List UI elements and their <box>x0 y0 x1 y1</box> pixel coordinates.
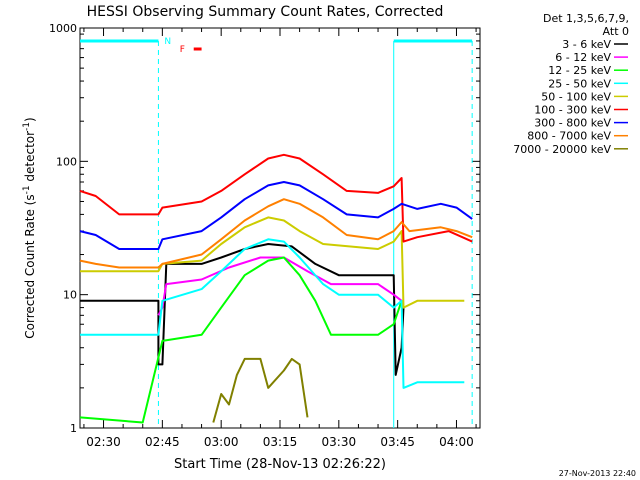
x-tick-label: 03:30 <box>322 435 357 449</box>
series-line <box>79 198 473 269</box>
series-line <box>79 181 473 250</box>
legend-label: 12 - 25 keV <box>548 64 611 77</box>
flare-label: F <box>180 45 185 55</box>
legend-label: 100 - 300 keV <box>534 104 611 117</box>
series-layer <box>79 153 473 424</box>
series-line <box>157 256 403 316</box>
observing-markers: NF <box>80 37 473 428</box>
plot-area <box>79 27 481 429</box>
night-label: N <box>164 37 171 47</box>
legend-label: 800 - 7000 keV <box>527 130 611 143</box>
legend-label: 25 - 50 keV <box>548 77 611 90</box>
legend-label: 3 - 6 keV <box>562 38 611 51</box>
x-tick-label: 03:45 <box>380 435 415 449</box>
y-axis-label: Corrected Count Rate (s-1 detector-1) <box>22 117 37 338</box>
x-axis: 02:30 02:45 03:00 03:15 03:30 03:45 04:00 <box>83 28 477 449</box>
legend-label: 7000 - 20000 keV <box>513 143 611 156</box>
x-tick-label: 02:45 <box>145 435 180 449</box>
legend-label: 50 - 100 keV <box>541 90 611 103</box>
legend-label: 300 - 800 keV <box>534 117 611 130</box>
x-tick-label: 03:00 <box>204 435 239 449</box>
series-line <box>80 238 465 389</box>
y-tick-label: 1000 <box>49 22 77 35</box>
series-line <box>212 357 309 423</box>
series-line <box>80 243 405 376</box>
y-axis: 1 10 100 1000 <box>49 22 480 435</box>
series-line <box>79 256 403 424</box>
x-axis-label: Start Time (28-Nov-13 02:26:22) <box>174 457 386 472</box>
x-tick-label: 04:00 <box>439 435 474 449</box>
y-tick-label: 100 <box>56 155 77 168</box>
series-line <box>79 153 473 243</box>
footer-timestamp: 27-Nov-2013 22:40 <box>559 469 636 478</box>
legend-header-detectors: Det 1,3,5,6,7,9, <box>543 12 629 25</box>
y-tick-label: 1 <box>70 422 77 435</box>
y-tick-label: 10 <box>63 289 77 302</box>
x-tick-label: 02:30 <box>86 435 121 449</box>
plot-frame <box>79 27 481 429</box>
series-line <box>80 216 465 309</box>
legend-label: 6 - 12 keV <box>555 51 611 64</box>
x-tick-label: 03:15 <box>263 435 298 449</box>
chart-title: HESSI Observing Summary Count Rates, Cor… <box>87 4 444 20</box>
legend-header-attenuator: Att 0 <box>603 25 629 38</box>
